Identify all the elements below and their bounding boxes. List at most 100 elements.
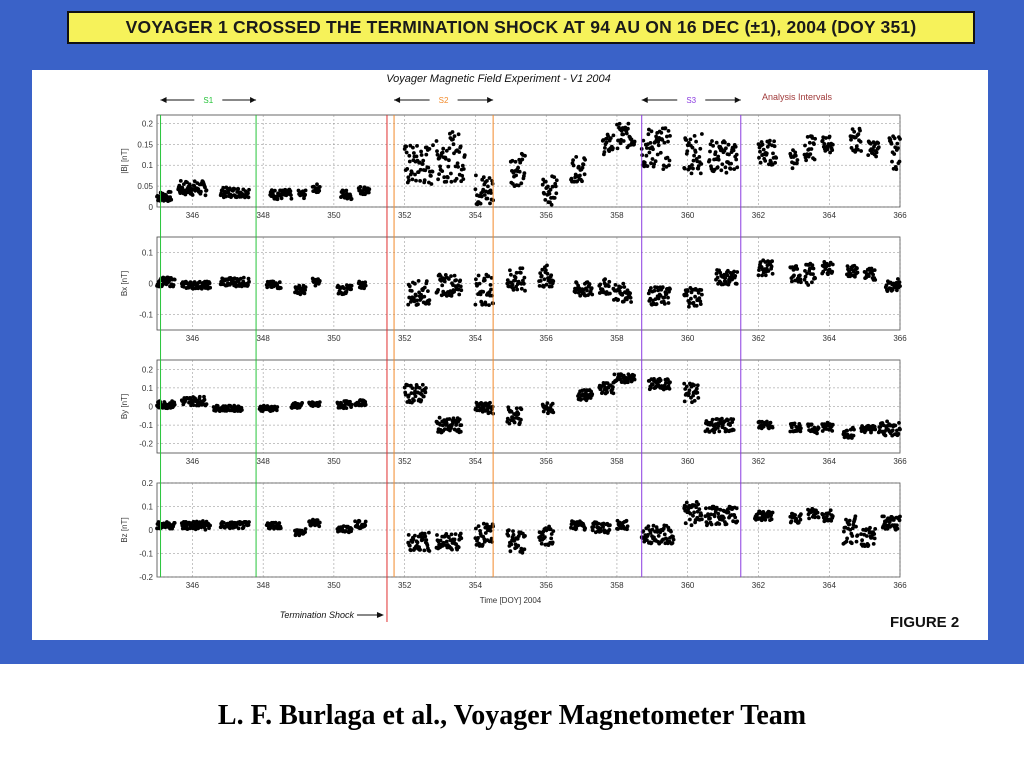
data-point — [628, 295, 633, 300]
data-point — [458, 278, 463, 283]
data-point — [867, 274, 871, 278]
data-point — [406, 533, 411, 537]
data-point — [813, 515, 817, 520]
data-point — [703, 514, 708, 519]
data-point — [483, 531, 488, 535]
data-point — [815, 510, 820, 515]
data-point — [275, 405, 280, 409]
data-point — [457, 292, 462, 297]
data-point — [624, 518, 629, 523]
data-point — [632, 377, 637, 382]
data-point — [422, 285, 427, 290]
data-point — [714, 140, 719, 145]
data-point — [522, 174, 526, 178]
data-point — [171, 283, 176, 287]
data-point — [523, 153, 527, 158]
data-point — [660, 285, 665, 290]
data-point — [424, 538, 429, 542]
data-point — [694, 505, 698, 510]
data-point — [440, 169, 445, 173]
data-point — [625, 527, 629, 532]
data-point — [413, 281, 417, 286]
data-point — [723, 165, 728, 170]
x-tick-label: 356 — [540, 457, 554, 466]
data-point — [422, 294, 427, 299]
data-point — [473, 187, 478, 192]
data-point — [699, 162, 704, 166]
data-point — [712, 430, 717, 435]
data-point — [490, 181, 495, 186]
data-point — [769, 264, 774, 269]
data-point — [765, 419, 769, 424]
data-point — [793, 278, 797, 283]
data-point — [756, 273, 761, 278]
data-point — [519, 286, 524, 291]
data-point — [590, 528, 595, 533]
data-point — [444, 148, 449, 153]
data-point — [608, 523, 612, 528]
data-point — [544, 282, 549, 287]
data-point — [418, 167, 423, 172]
data-point — [554, 178, 559, 183]
data-point — [456, 545, 461, 550]
data-point — [826, 272, 830, 277]
x-tick-label: 350 — [327, 457, 341, 466]
data-point — [443, 157, 448, 161]
termination-shock-arrowhead — [376, 612, 384, 618]
data-point — [358, 185, 363, 189]
data-point — [177, 183, 182, 188]
arrowhead-left — [160, 97, 167, 103]
data-point — [647, 528, 652, 532]
data-point — [717, 522, 722, 526]
data-point — [885, 289, 890, 293]
data-point — [546, 184, 550, 189]
data-point — [349, 283, 354, 288]
data-point — [864, 534, 869, 538]
data-point — [458, 144, 463, 149]
arrowhead-left — [394, 97, 401, 103]
data-point — [845, 264, 850, 268]
data-point — [611, 146, 615, 151]
data-point — [516, 165, 520, 170]
data-point — [830, 142, 835, 147]
x-tick-label: 346 — [186, 334, 200, 343]
data-point — [725, 273, 730, 278]
data-point — [415, 144, 419, 148]
data-point — [683, 521, 688, 526]
data-point — [810, 263, 815, 268]
data-point — [671, 534, 675, 539]
data-point — [420, 382, 425, 387]
data-point — [188, 184, 193, 188]
data-point — [795, 158, 800, 162]
data-point — [440, 150, 445, 155]
data-point — [803, 269, 807, 273]
data-point — [408, 143, 413, 148]
data-point — [871, 272, 875, 277]
data-point — [876, 145, 881, 150]
y-tick-label: -0.1 — [139, 311, 153, 320]
data-point — [605, 390, 609, 395]
data-point — [317, 524, 322, 529]
data-point — [589, 286, 594, 291]
data-point — [603, 146, 607, 150]
data-point — [598, 282, 603, 287]
arrowhead-right — [250, 97, 257, 103]
data-point — [812, 157, 817, 162]
figure-label: FIGURE 2 — [890, 614, 960, 631]
data-point — [303, 527, 308, 531]
data-point — [611, 133, 616, 138]
data-point — [363, 280, 368, 285]
data-point — [665, 155, 670, 160]
data-point — [898, 284, 902, 288]
data-point — [874, 154, 878, 159]
data-point — [186, 285, 191, 290]
data-point — [849, 137, 853, 142]
data-point — [455, 161, 460, 166]
data-point — [480, 542, 485, 547]
data-point — [435, 149, 439, 153]
data-point — [440, 283, 445, 288]
data-point — [890, 428, 895, 433]
data-point — [488, 528, 493, 533]
data-point — [419, 153, 424, 157]
data-point — [367, 187, 372, 192]
